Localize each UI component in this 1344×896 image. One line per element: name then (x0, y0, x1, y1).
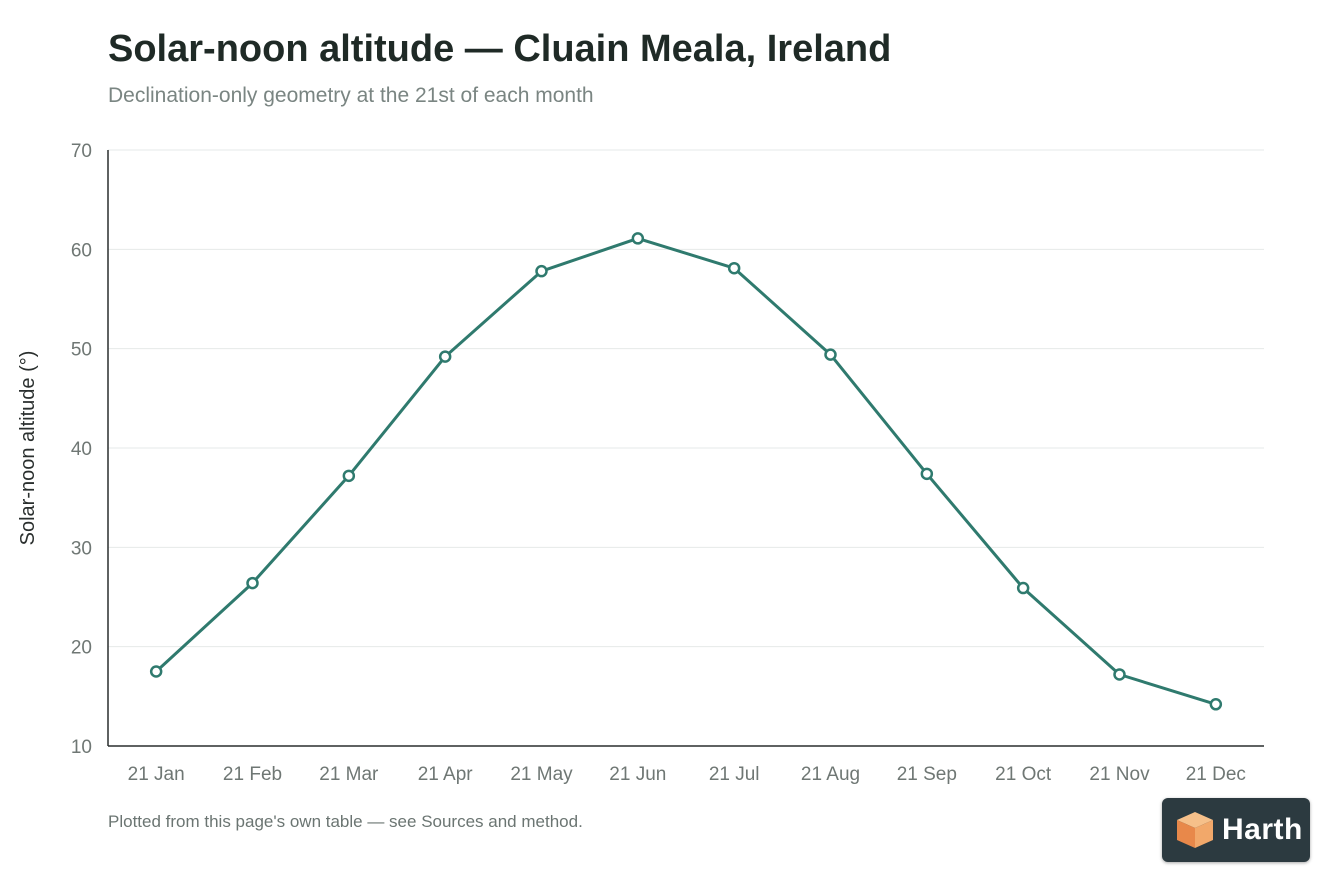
data-point (535, 264, 548, 278)
data-point (727, 261, 741, 275)
chart-title: Solar-noon altitude — Cluain Meala, Irel… (108, 28, 892, 70)
data-point (1113, 668, 1126, 681)
y-tick-label: 50 (71, 340, 92, 361)
footnote: Plotted from this page's own table — see… (108, 812, 583, 831)
data-point (824, 348, 837, 361)
data-point (1209, 698, 1223, 711)
y-tick-label: 60 (71, 240, 92, 261)
x-tick-label: 21 Apr (418, 764, 474, 785)
data-point (246, 576, 259, 590)
x-tick-label: 21 Jul (709, 764, 760, 785)
data-point (1016, 581, 1030, 595)
y-tick-label: 40 (71, 439, 92, 460)
y-tick-label: 20 (71, 638, 92, 659)
data-points (149, 232, 1223, 711)
data-point (438, 350, 452, 363)
y-tick-labels: 10 20 30 40 50 60 70 (71, 141, 92, 758)
x-tick-label: 21 Mar (319, 764, 379, 785)
series-line (154, 236, 1218, 706)
series-altitude (154, 236, 1218, 706)
x-tick-label: 21 Aug (801, 764, 860, 785)
x-tick-labels: 21 Jan 21 Feb 21 Mar 21 Apr 21 May 21 Jun 21 J… (128, 764, 1246, 785)
y-tick-label: 10 (71, 737, 92, 758)
axes (107, 150, 1264, 747)
x-tick-label: 21 Feb (223, 764, 282, 785)
grid-lines (108, 149, 1264, 648)
x-tick-label: 21 Jun (609, 764, 666, 785)
y-tick-label: 70 (71, 141, 92, 162)
y-tick-label: 30 (71, 538, 92, 559)
cube-icon (1177, 812, 1213, 848)
data-point (149, 665, 163, 678)
x-tick-label: 21 Jan (128, 764, 185, 785)
logo-text: Harth (1222, 813, 1303, 846)
y-axis-label: Solar-noon altitude (°) (17, 351, 39, 546)
data-point (920, 467, 934, 481)
x-tick-label: 21 May (510, 764, 573, 785)
x-tick-label: 21 Sep (897, 764, 957, 785)
chart-subtitle: Declination-only geometry at the 21st of… (108, 84, 594, 107)
data-point (342, 469, 356, 483)
x-tick-label: 21 Dec (1186, 764, 1246, 785)
data-point (631, 232, 645, 245)
brand-logo[interactable]: Harth (1162, 798, 1310, 862)
x-tick-label: 21 Nov (1089, 764, 1150, 785)
x-tick-label: 21 Oct (995, 764, 1052, 785)
